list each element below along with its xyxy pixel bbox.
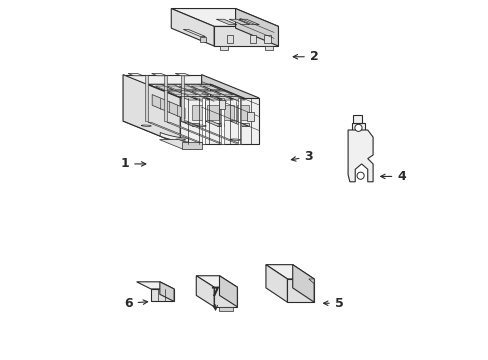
- Polygon shape: [229, 121, 248, 126]
- Polygon shape: [175, 139, 185, 140]
- Polygon shape: [218, 100, 224, 109]
- Polygon shape: [217, 123, 223, 126]
- Polygon shape: [152, 95, 184, 119]
- Text: 3: 3: [291, 150, 312, 163]
- Polygon shape: [210, 84, 251, 123]
- Polygon shape: [155, 86, 173, 90]
- Polygon shape: [207, 105, 218, 120]
- Polygon shape: [308, 279, 313, 284]
- Polygon shape: [147, 122, 202, 143]
- Polygon shape: [222, 105, 233, 120]
- Polygon shape: [218, 307, 232, 311]
- Polygon shape: [145, 75, 148, 121]
- Polygon shape: [347, 130, 372, 182]
- Polygon shape: [229, 19, 249, 24]
- Polygon shape: [171, 9, 214, 46]
- Polygon shape: [148, 84, 189, 123]
- Polygon shape: [230, 139, 240, 140]
- Polygon shape: [175, 73, 190, 76]
- Polygon shape: [203, 86, 220, 90]
- Polygon shape: [226, 35, 233, 43]
- Polygon shape: [151, 73, 166, 76]
- Polygon shape: [171, 9, 278, 26]
- Polygon shape: [238, 19, 259, 24]
- Polygon shape: [265, 265, 313, 279]
- Polygon shape: [287, 279, 313, 302]
- Polygon shape: [204, 121, 223, 126]
- Polygon shape: [179, 91, 197, 95]
- Polygon shape: [190, 86, 208, 90]
- Text: 1: 1: [120, 157, 145, 170]
- Text: 5: 5: [323, 297, 343, 310]
- Text: 7: 7: [209, 286, 218, 310]
- Polygon shape: [192, 123, 198, 126]
- Polygon shape: [191, 96, 209, 100]
- Polygon shape: [166, 122, 221, 143]
- Text: 2: 2: [293, 50, 318, 63]
- Polygon shape: [227, 96, 244, 100]
- Polygon shape: [123, 75, 201, 121]
- Polygon shape: [151, 289, 174, 301]
- Polygon shape: [123, 121, 258, 144]
- Circle shape: [354, 124, 361, 131]
- Polygon shape: [128, 73, 143, 76]
- Polygon shape: [214, 26, 278, 46]
- Polygon shape: [196, 276, 214, 307]
- Polygon shape: [163, 75, 167, 121]
- Polygon shape: [160, 132, 188, 142]
- Polygon shape: [200, 37, 205, 42]
- Polygon shape: [235, 9, 278, 46]
- Polygon shape: [202, 98, 205, 144]
- Polygon shape: [148, 84, 251, 102]
- Polygon shape: [196, 125, 206, 126]
- Polygon shape: [264, 46, 272, 50]
- Polygon shape: [264, 35, 270, 43]
- Polygon shape: [214, 287, 237, 307]
- Polygon shape: [203, 96, 221, 100]
- Polygon shape: [201, 75, 258, 144]
- Polygon shape: [247, 112, 253, 121]
- Polygon shape: [167, 86, 184, 90]
- Polygon shape: [160, 282, 174, 301]
- Text: 6: 6: [124, 297, 147, 310]
- Polygon shape: [183, 30, 205, 37]
- Polygon shape: [180, 121, 198, 126]
- Polygon shape: [220, 46, 227, 50]
- Polygon shape: [353, 115, 361, 123]
- Polygon shape: [191, 91, 209, 95]
- Polygon shape: [242, 123, 248, 126]
- Polygon shape: [203, 91, 221, 95]
- Polygon shape: [183, 122, 238, 143]
- Polygon shape: [181, 75, 184, 121]
- Polygon shape: [189, 102, 251, 123]
- Polygon shape: [219, 276, 237, 307]
- Polygon shape: [179, 86, 197, 90]
- Polygon shape: [167, 91, 185, 95]
- Polygon shape: [123, 75, 180, 144]
- Polygon shape: [221, 98, 224, 144]
- Polygon shape: [237, 105, 248, 120]
- Polygon shape: [192, 105, 203, 120]
- Polygon shape: [351, 123, 365, 134]
- Polygon shape: [215, 91, 232, 95]
- Polygon shape: [292, 265, 313, 302]
- Polygon shape: [182, 142, 202, 149]
- Polygon shape: [180, 98, 258, 144]
- Polygon shape: [136, 282, 174, 289]
- Polygon shape: [180, 96, 197, 100]
- Circle shape: [356, 172, 364, 179]
- Polygon shape: [216, 19, 236, 24]
- Polygon shape: [215, 96, 233, 100]
- Polygon shape: [249, 35, 255, 43]
- Polygon shape: [159, 140, 202, 149]
- Polygon shape: [265, 265, 287, 302]
- Polygon shape: [238, 98, 241, 144]
- Polygon shape: [196, 276, 237, 287]
- Text: 4: 4: [380, 170, 405, 183]
- Polygon shape: [141, 125, 151, 126]
